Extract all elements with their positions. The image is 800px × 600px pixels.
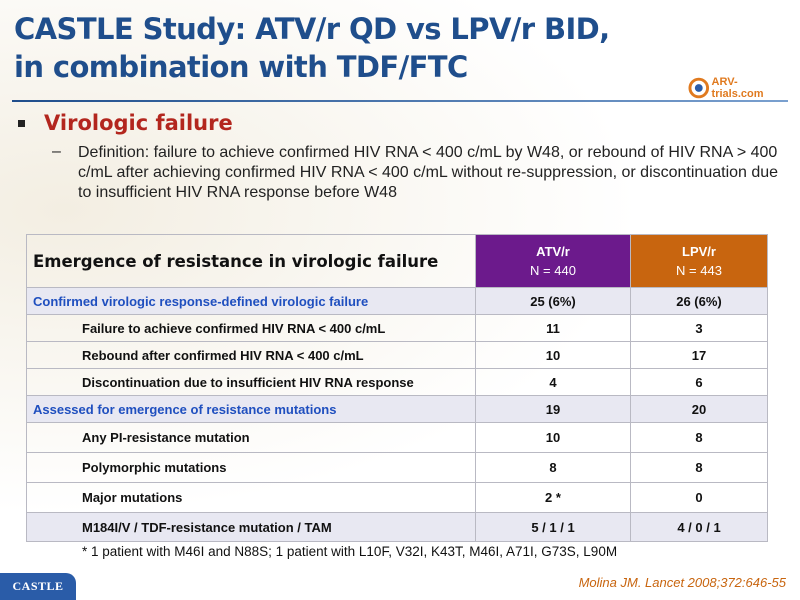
table-row: Rebound after confirmed HIV RNA < 400 c/… xyxy=(26,341,768,369)
atv-value: 4 xyxy=(475,368,631,396)
title-line-1: CASTLE Study: ATV/r QD vs LPV/r BID, xyxy=(14,12,610,46)
lpv-value: 8 xyxy=(630,422,768,453)
atv-value: 11 xyxy=(475,314,631,342)
row-label: M184I/V / TDF-resistance mutation / TAM xyxy=(26,512,476,542)
row-label: Polymorphic mutations xyxy=(26,452,476,483)
table-row: Confirmed virologic response-defined vir… xyxy=(26,287,768,315)
lpv-value: 8 xyxy=(630,452,768,483)
title-divider xyxy=(12,100,788,102)
table-row: M184I/V / TDF-resistance mutation / TAM … xyxy=(26,512,768,542)
table-row: Failure to achieve confirmed HIV RNA < 4… xyxy=(26,314,768,342)
citation: Molina JM. Lancet 2008;372:646-55 xyxy=(578,575,786,590)
lpv-value: 17 xyxy=(630,341,768,369)
table-row: Polymorphic mutations 8 8 xyxy=(26,452,768,483)
table-footnote: * 1 patient with M46I and N88S; 1 patien… xyxy=(82,544,618,559)
atv-value: 19 xyxy=(475,395,631,423)
sub-bullet-dash: – xyxy=(52,143,61,160)
row-label: Discontinuation due to insufficient HIV … xyxy=(26,368,476,396)
definition-text: Definition: failure to achieve confirmed… xyxy=(78,144,779,201)
row-label: Failure to achieve confirmed HIV RNA < 4… xyxy=(26,314,476,342)
title-line-2: in combination with TDF/FTC xyxy=(14,50,468,84)
atv-name: ATV/r xyxy=(536,244,570,259)
atv-value: 10 xyxy=(475,422,631,453)
table-row: Major mutations 2 * 0 xyxy=(26,482,768,513)
lpv-value: 0 xyxy=(630,482,768,513)
atv-value: 10 xyxy=(475,341,631,369)
section-heading: Virologic failure xyxy=(44,111,233,135)
slide-title: CASTLE Study: ATV/r QD vs LPV/r BID, in … xyxy=(14,10,614,86)
atv-n: N = 440 xyxy=(530,263,576,278)
row-label: Rebound after confirmed HIV RNA < 400 c/… xyxy=(26,341,476,369)
row-label: Assessed for emergence of resistance mut… xyxy=(26,395,476,423)
table-header-row: Emergence of resistance in virologic fai… xyxy=(26,234,768,288)
castle-tag: CASTLE xyxy=(0,573,76,600)
bullet-square-icon xyxy=(18,120,25,127)
resistance-table: Emergence of resistance in virologic fai… xyxy=(26,234,768,542)
table-row: Assessed for emergence of resistance mut… xyxy=(26,395,768,423)
logo: ARV-trials.com xyxy=(688,76,788,100)
row-label: Any PI-resistance mutation xyxy=(26,422,476,453)
lpv-value: 20 xyxy=(630,395,768,423)
lpv-value: 6 xyxy=(630,368,768,396)
lpv-value: 4 / 0 / 1 xyxy=(630,512,768,542)
atv-value: 25 (6%) xyxy=(475,287,631,315)
atv-value: 8 xyxy=(475,452,631,483)
table-row: Any PI-resistance mutation 10 8 xyxy=(26,422,768,453)
lpv-name: LPV/r xyxy=(682,244,716,259)
lpv-value: 3 xyxy=(630,314,768,342)
lpv-n: N = 443 xyxy=(676,263,722,278)
table-row: Discontinuation due to insufficient HIV … xyxy=(26,368,768,396)
atv-value: 2 * xyxy=(475,482,631,513)
lpv-value: 26 (6%) xyxy=(630,287,768,315)
logo-text: ARV-trials.com xyxy=(711,76,764,100)
column-header-atv: ATV/r N = 440 xyxy=(475,234,631,288)
row-label: Major mutations xyxy=(26,482,476,513)
atv-value: 5 / 1 / 1 xyxy=(475,512,631,542)
table-header-label: Emergence of resistance in virologic fai… xyxy=(26,234,476,288)
logo-icon xyxy=(688,77,710,99)
column-header-lpv: LPV/r N = 443 xyxy=(630,234,768,288)
row-label: Confirmed virologic response-defined vir… xyxy=(26,287,476,315)
